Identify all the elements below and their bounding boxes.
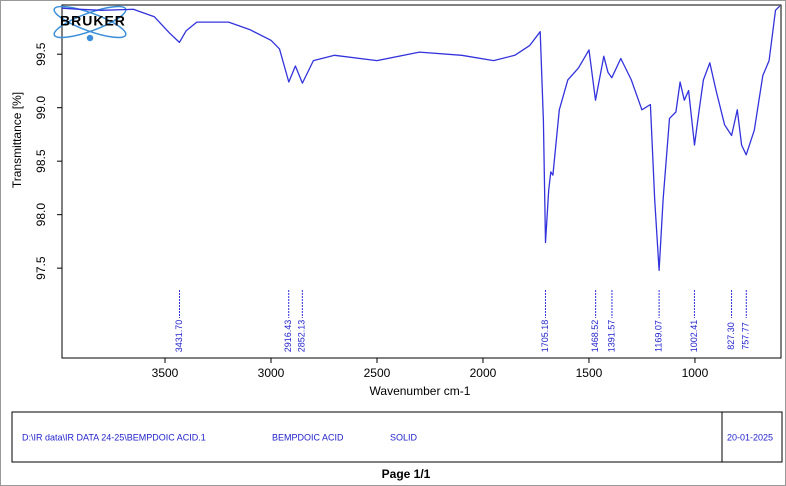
peak-label: 1468.52 bbox=[590, 320, 600, 353]
logo-text: BRUKER bbox=[60, 13, 126, 29]
page-number: Page 1/1 bbox=[382, 467, 431, 481]
y-tick-label: 98.5 bbox=[34, 149, 48, 173]
footer-path: D:\IR data\IR DATA 24-25\BEMPDOIC ACID.1 bbox=[22, 432, 206, 442]
peak-label: 1705.18 bbox=[540, 320, 550, 353]
footer-sample: BEMPDOIC ACID bbox=[272, 432, 344, 442]
peak-label: 2852.13 bbox=[297, 320, 307, 353]
x-tick-label: 1000 bbox=[682, 366, 709, 380]
y-tick-label: 99.0 bbox=[34, 96, 48, 120]
x-tick-label: 1500 bbox=[576, 366, 603, 380]
x-tick-label: 2000 bbox=[470, 366, 497, 380]
x-axis-label: Wavenumber cm-1 bbox=[370, 384, 471, 398]
peak-label: 827.30 bbox=[726, 322, 736, 350]
peak-label: 1391.57 bbox=[606, 320, 616, 353]
y-tick-label: 98.0 bbox=[34, 203, 48, 227]
peak-label: 757.77 bbox=[741, 322, 751, 350]
plot-frame bbox=[61, 4, 782, 359]
spectrum-line bbox=[61, 5, 781, 271]
footer-box bbox=[11, 411, 783, 463]
peak-label: 1169.07 bbox=[653, 320, 663, 352]
footer-state: SOLID bbox=[390, 432, 418, 442]
x-tick-label: 3500 bbox=[152, 366, 179, 380]
x-tick-label: 2500 bbox=[364, 366, 391, 380]
peak-label: 1002.41 bbox=[689, 320, 699, 353]
peak-label: 2916.43 bbox=[283, 320, 293, 353]
footer-date: 20-01-2025 bbox=[727, 432, 773, 442]
y-tick-label: 97.5 bbox=[34, 256, 48, 280]
y-tick-label: 99.5 bbox=[34, 42, 48, 66]
y-axis-label: Transmittance [%] bbox=[10, 92, 24, 188]
peak-label: 3431.70 bbox=[174, 320, 184, 353]
x-tick-label: 3000 bbox=[258, 366, 285, 380]
